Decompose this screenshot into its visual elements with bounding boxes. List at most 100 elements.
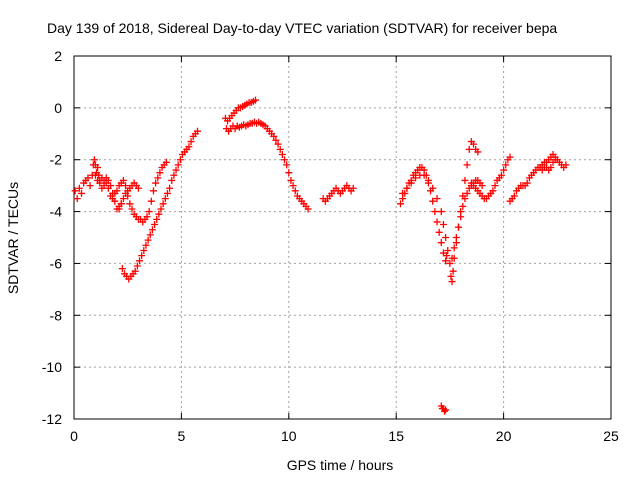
data-point [151, 221, 159, 229]
data-point [276, 145, 284, 153]
data-point [156, 169, 164, 177]
data-point [147, 197, 155, 205]
data-point [461, 176, 469, 184]
data-point [433, 218, 441, 226]
data-point [119, 176, 127, 184]
data-point [435, 228, 443, 236]
data-point [506, 153, 514, 161]
data-point [442, 257, 450, 265]
y-tick-label: -10 [42, 359, 62, 375]
data-point [102, 179, 110, 187]
data-point [117, 200, 125, 208]
data-point [252, 96, 260, 104]
series-arc-4 [118, 127, 202, 283]
data-point [73, 195, 81, 203]
data-point [447, 272, 455, 280]
data-point [113, 187, 121, 195]
data-point [148, 226, 156, 234]
data-point [149, 187, 157, 195]
data-point [136, 257, 144, 265]
y-tick-label: -4 [50, 204, 63, 220]
data-point [446, 259, 454, 267]
data-point [119, 195, 127, 203]
data-point [133, 262, 141, 270]
data-point [118, 265, 126, 273]
data-point [439, 221, 447, 229]
data-point [463, 189, 471, 197]
data-point [502, 161, 510, 169]
data-point [168, 176, 176, 184]
grid-lines [74, 56, 611, 419]
data-point [489, 187, 497, 195]
data-point [491, 182, 499, 190]
data-point [441, 407, 449, 415]
data-point [104, 184, 112, 192]
data-point [291, 187, 299, 195]
data-point [285, 169, 293, 177]
x-tick-label: 5 [178, 428, 186, 444]
series-arc-14 [437, 402, 450, 415]
data-point [551, 156, 559, 164]
series-arc-12 [506, 151, 570, 205]
data-point [71, 187, 79, 195]
y-tick-label: -2 [50, 152, 63, 168]
data-point [172, 166, 180, 174]
y-tick-label: -8 [50, 307, 63, 323]
plot-frame [73, 55, 612, 420]
data-point [399, 189, 407, 197]
data-point [424, 176, 432, 184]
data-point [174, 161, 182, 169]
data-point [403, 184, 411, 192]
data-point [450, 244, 458, 252]
axis-ticks [73, 55, 612, 420]
x-tick-label: 25 [603, 428, 619, 444]
data-points [71, 96, 570, 415]
data-point [429, 197, 437, 205]
data-point [143, 213, 151, 221]
y-tick-label: -6 [50, 255, 63, 271]
x-tick-label: 10 [281, 428, 297, 444]
data-point [272, 136, 280, 144]
data-point [349, 184, 357, 192]
data-point [162, 158, 170, 166]
data-point [84, 174, 92, 182]
data-point [185, 143, 193, 151]
data-point [170, 171, 178, 179]
data-point [187, 138, 195, 146]
data-point [429, 184, 437, 192]
data-point [289, 182, 297, 190]
data-point [75, 184, 83, 192]
data-point [449, 267, 457, 275]
data-point [444, 246, 452, 254]
data-point [131, 267, 139, 275]
x-tick-label: 0 [70, 428, 78, 444]
series-arc-7 [319, 182, 357, 205]
data-point [396, 200, 404, 208]
data-point [304, 205, 312, 213]
data-point [109, 195, 117, 203]
series-arc-10 [448, 153, 514, 262]
data-point [194, 127, 202, 135]
data-point [281, 156, 289, 164]
series-arc-5 [221, 96, 260, 125]
data-point [157, 205, 165, 213]
data-point [270, 132, 278, 140]
data-point [138, 252, 146, 260]
data-point [163, 189, 171, 197]
data-point [431, 208, 439, 216]
data-point [142, 241, 150, 249]
data-point [463, 161, 471, 169]
data-point [96, 179, 104, 187]
data-point [461, 195, 469, 203]
data-point [448, 254, 456, 262]
data-point [159, 200, 167, 208]
x-axis-title: GPS time / hours [287, 457, 394, 473]
data-point [90, 156, 98, 164]
data-point [407, 179, 415, 187]
data-point [412, 174, 420, 182]
series-arc-2 [91, 158, 170, 226]
data-point [122, 182, 130, 190]
data-point [442, 234, 450, 241]
data-point [94, 163, 102, 171]
